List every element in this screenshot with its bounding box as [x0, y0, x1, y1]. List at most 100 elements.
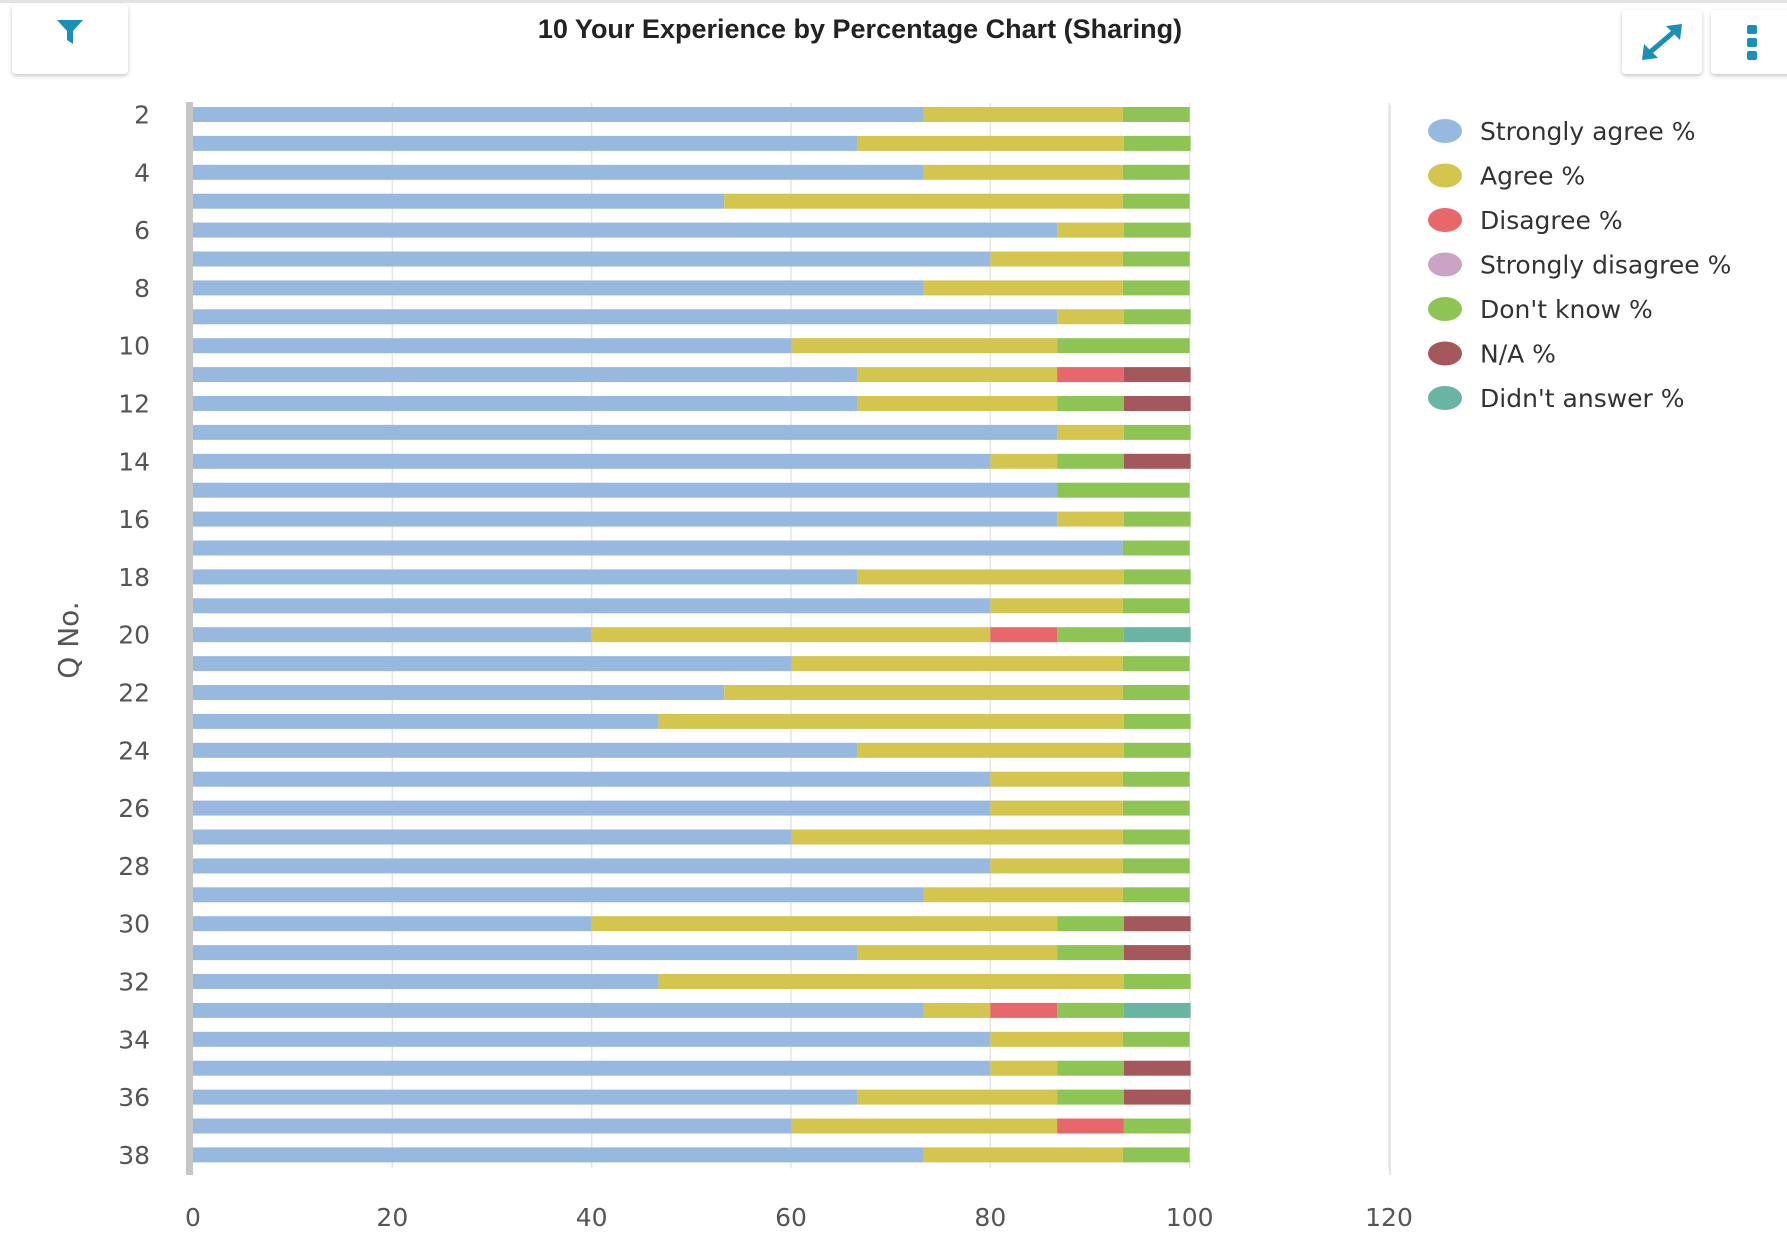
- bar-segment: [1057, 396, 1124, 411]
- bar-segment: [658, 974, 1124, 989]
- top-border: [0, 0, 1787, 3]
- x-tick-label: 40: [576, 1203, 608, 1232]
- y-tick-label: 8: [134, 274, 150, 303]
- y-tick-label: 6: [134, 216, 150, 245]
- bar-segment: [1057, 511, 1124, 527]
- bar-segment: [1057, 627, 1124, 643]
- y-tick-label: 22: [118, 679, 150, 708]
- bar-segment: [923, 164, 1123, 180]
- bar-segment: [990, 771, 1123, 787]
- bar-segment: [857, 1089, 1058, 1105]
- legend-label: Disagree %: [1480, 206, 1623, 235]
- more-vertical-icon: [1747, 25, 1757, 60]
- bar-segment: [193, 251, 991, 267]
- bar-segment: [193, 916, 592, 932]
- bar-segment: [1057, 1118, 1124, 1134]
- bar-segment: [193, 656, 791, 672]
- legend-marker: [1428, 252, 1462, 277]
- bar-segment: [923, 280, 1123, 296]
- bar-segment: [193, 367, 858, 383]
- bar-segment: [1057, 482, 1190, 498]
- bar-segment: [857, 396, 1058, 411]
- bar-segment: [193, 569, 858, 585]
- bar-segment: [791, 656, 1123, 672]
- bar-segment: [1122, 540, 1190, 556]
- bar-segment: [857, 367, 1058, 383]
- legend-marker: [1428, 119, 1462, 143]
- bar-segment: [193, 887, 924, 903]
- more-menu-button[interactable]: [1711, 10, 1787, 74]
- bar-segment: [1057, 367, 1124, 383]
- bar-segment: [193, 742, 858, 758]
- x-tick-label: 100: [1166, 1203, 1214, 1232]
- x-tick-label: 60: [775, 1203, 807, 1232]
- expand-icon: [1642, 24, 1682, 60]
- bar-segment: [1057, 916, 1124, 932]
- bar-segment: [193, 1002, 924, 1018]
- bar-segment: [1123, 569, 1191, 585]
- legend-label: Strongly agree %: [1480, 117, 1695, 146]
- bar-segment: [193, 1089, 858, 1105]
- bar-segment: [990, 251, 1123, 267]
- bar-segment: [1057, 1060, 1124, 1076]
- bar-segment: [1122, 800, 1190, 816]
- bar-segment: [1057, 424, 1124, 440]
- bar-segment: [1122, 280, 1190, 296]
- y-axis-title: Q No.: [52, 601, 85, 678]
- bar-segment: [193, 396, 858, 411]
- bar-segment: [1122, 829, 1190, 845]
- y-tick-label: 38: [118, 1141, 150, 1170]
- bar-segment: [990, 1060, 1058, 1076]
- bar-segment: [857, 569, 1124, 585]
- bar-segment: [990, 1031, 1123, 1047]
- bar-segment: [791, 1118, 1058, 1134]
- y-tick-label: 36: [118, 1083, 150, 1112]
- bar-segment: [791, 338, 1058, 354]
- y-tick-label: 18: [118, 563, 150, 592]
- bar-segment: [1122, 887, 1190, 903]
- bar-segment: [193, 482, 1058, 498]
- bar-segment: [193, 685, 725, 700]
- bar-segment: [193, 1118, 791, 1134]
- filter-icon: [57, 20, 83, 44]
- bar-segment: [1123, 1118, 1191, 1134]
- bar-segment: [1123, 974, 1191, 989]
- legend-label: Agree %: [1480, 162, 1585, 191]
- legend: Strongly agree % Agree % Disagree % Strongl…: [1428, 117, 1731, 413]
- bar-segment: [990, 453, 1058, 469]
- bar-segment: [1123, 453, 1191, 469]
- bar-segment: [193, 453, 991, 469]
- y-tick-label: 34: [118, 1025, 150, 1054]
- y-tick-label: 30: [118, 910, 150, 939]
- bar-segment: [990, 858, 1123, 874]
- bar-segment: [658, 713, 1124, 729]
- bar-segment: [1123, 945, 1191, 961]
- expand-button[interactable]: [1622, 10, 1702, 74]
- bar-segment: [1123, 222, 1191, 238]
- bar-segment: [724, 193, 1123, 209]
- y-tick-label: 14: [118, 447, 150, 476]
- bar-segment: [1057, 1002, 1124, 1018]
- y-tick-label: 26: [118, 794, 150, 823]
- x-tick-label: 0: [185, 1203, 201, 1232]
- y-tick-label: 2: [134, 101, 150, 130]
- bar-segment: [1123, 627, 1191, 643]
- bar-segment: [193, 135, 858, 151]
- bar-segment: [1123, 713, 1191, 729]
- bar-segment: [923, 887, 1123, 903]
- chart-title: 10 Your Experience by Percentage Chart (…: [537, 14, 1183, 44]
- bar-segment: [1057, 222, 1124, 238]
- bar-segment: [724, 685, 1123, 700]
- x-tick-label: 80: [974, 1203, 1006, 1232]
- legend-marker: [1428, 163, 1462, 188]
- bar-segment: [1057, 1089, 1124, 1105]
- bar-segment: [193, 627, 592, 643]
- bar-segment: [857, 742, 1124, 758]
- bar-segment: [791, 829, 1123, 845]
- bar-segment: [1122, 858, 1190, 874]
- filter-button[interactable]: [12, 4, 128, 74]
- bar-segment: [193, 771, 991, 787]
- bar-segment: [923, 107, 1123, 122]
- bar-segment: [1057, 309, 1124, 325]
